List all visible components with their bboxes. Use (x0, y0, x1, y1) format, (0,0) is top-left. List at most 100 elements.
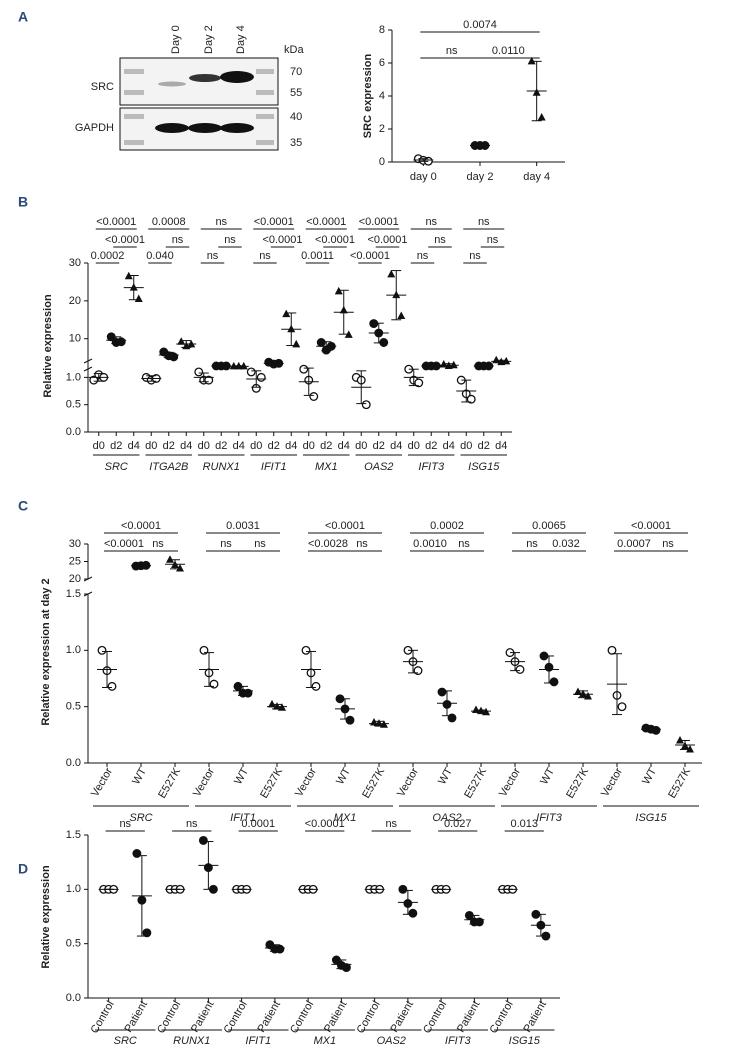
data-point (345, 715, 355, 725)
panel-label: B (18, 194, 28, 210)
x-tick-label: d4 (128, 440, 140, 452)
comparison-label: 0.0110 (492, 45, 525, 57)
data-point (309, 392, 319, 401)
comparison-label: ns (446, 45, 458, 57)
size-label: 40 (290, 111, 302, 123)
x-tick-label: d4 (390, 440, 402, 452)
error-bar (204, 652, 214, 687)
data-point (107, 681, 117, 691)
group-label: OAS2 (364, 461, 393, 473)
band (220, 123, 254, 133)
x-tick-label: E527K (258, 765, 285, 800)
comparison-label: ns (152, 538, 164, 550)
x-tick-label: Patient (455, 999, 483, 1035)
error-bar (286, 312, 297, 347)
x-tick-label: d0 (250, 440, 262, 452)
x-tick-label: d2 (320, 440, 332, 452)
error-bar (531, 60, 542, 122)
error-bar (272, 703, 282, 710)
error-bar (216, 365, 227, 367)
x-tick-label: Vector (395, 766, 421, 799)
y-tick-label: 25 (69, 555, 81, 567)
lane-label: Day 2 (203, 25, 215, 54)
error-bar (535, 913, 546, 937)
x-tick-label: d0 (460, 440, 472, 452)
ladder-band (124, 140, 144, 145)
protein-label: SRC (91, 81, 114, 93)
error-bar (442, 690, 452, 717)
error-bar (340, 698, 350, 720)
y-tick-label: 6 (379, 57, 385, 69)
group-label: IFIT3 (418, 461, 445, 473)
comparison-label: <0.0001 (262, 234, 302, 246)
y-tick-label: 20 (69, 295, 81, 307)
x-tick-label: Patient (189, 999, 217, 1035)
comparison-label: ns (385, 818, 397, 830)
axis-break (83, 366, 93, 372)
x-tick-label: d4 (495, 440, 507, 452)
band (189, 74, 221, 82)
error-bar (163, 351, 174, 359)
y-tick-label: 0.0 (66, 757, 81, 769)
data-point (246, 367, 256, 377)
error-bar (478, 365, 489, 367)
group-label: MX1 (334, 812, 357, 824)
error-bar (443, 363, 454, 368)
band (188, 123, 222, 133)
ladder-band (256, 114, 274, 119)
x-tick-label: d0 (145, 440, 157, 452)
comparison-label: 0.0010 (413, 538, 447, 550)
x-tick-label: d4 (338, 440, 350, 452)
y-tick-label: 1.0 (66, 883, 81, 895)
error-bar (269, 944, 280, 952)
y-tick-label: 10 (69, 333, 81, 345)
error-bar (338, 289, 349, 335)
ladder-band (124, 69, 144, 74)
error-bar (128, 274, 139, 301)
group-label: ITGA2B (149, 461, 188, 473)
x-tick-label: WT (334, 766, 353, 787)
western-blot: Day 0 Day 2 Day 4 kDa 70 55 40 35 SRC GA… (75, 25, 304, 151)
x-tick-label: E527K (156, 765, 183, 800)
y-tick-label: 0.5 (66, 701, 81, 713)
y-tick-label: 30 (69, 538, 81, 550)
comparison-label: 0.0002 (430, 520, 464, 532)
y-tick-label: 0.5 (66, 938, 81, 950)
x-tick-label: d2 (425, 440, 437, 452)
comparison-label: <0.0001 (105, 234, 145, 246)
x-tick-label: d4 (180, 440, 192, 452)
data-point (466, 394, 476, 404)
error-bar (321, 341, 332, 352)
lane-label: Day 0 (170, 25, 182, 54)
y-axis-title: SRC expression (362, 54, 374, 139)
comparison-label: ns (478, 216, 490, 228)
data-point (527, 56, 536, 65)
y-tick-label: 20 (69, 573, 81, 585)
comparison-label: ns (434, 234, 446, 246)
comparison-label: <0.0001 (367, 234, 407, 246)
error-bar (306, 650, 316, 689)
comparison-label: ns (487, 234, 499, 246)
data-point (676, 735, 684, 744)
data-point (292, 339, 301, 348)
y-axis-title: Relative expression (40, 865, 52, 969)
x-tick-label: d0 (408, 440, 420, 452)
data-point (387, 269, 396, 278)
comparison-label: ns (220, 538, 232, 550)
panel-label: C (18, 498, 28, 514)
comparison-label: 0.0008 (152, 216, 186, 228)
error-bar (426, 365, 437, 367)
x-tick-label: d2 (163, 440, 175, 452)
x-tick-label: Vector (191, 766, 217, 799)
comparison-label: <0.0001 (325, 520, 365, 532)
ladder-band (256, 140, 274, 145)
x-tick-label: day 0 (410, 171, 437, 183)
axis-break (83, 358, 93, 364)
comparison-label: 0.040 (146, 250, 174, 262)
ladder-band (256, 90, 274, 95)
data-point (97, 645, 107, 655)
lane-label: Day 4 (235, 25, 247, 54)
y-axis-title: Relative expression at day 2 (40, 578, 52, 725)
y-tick-label: 1.0 (66, 644, 81, 656)
comparison-label: 0.027 (444, 818, 472, 830)
